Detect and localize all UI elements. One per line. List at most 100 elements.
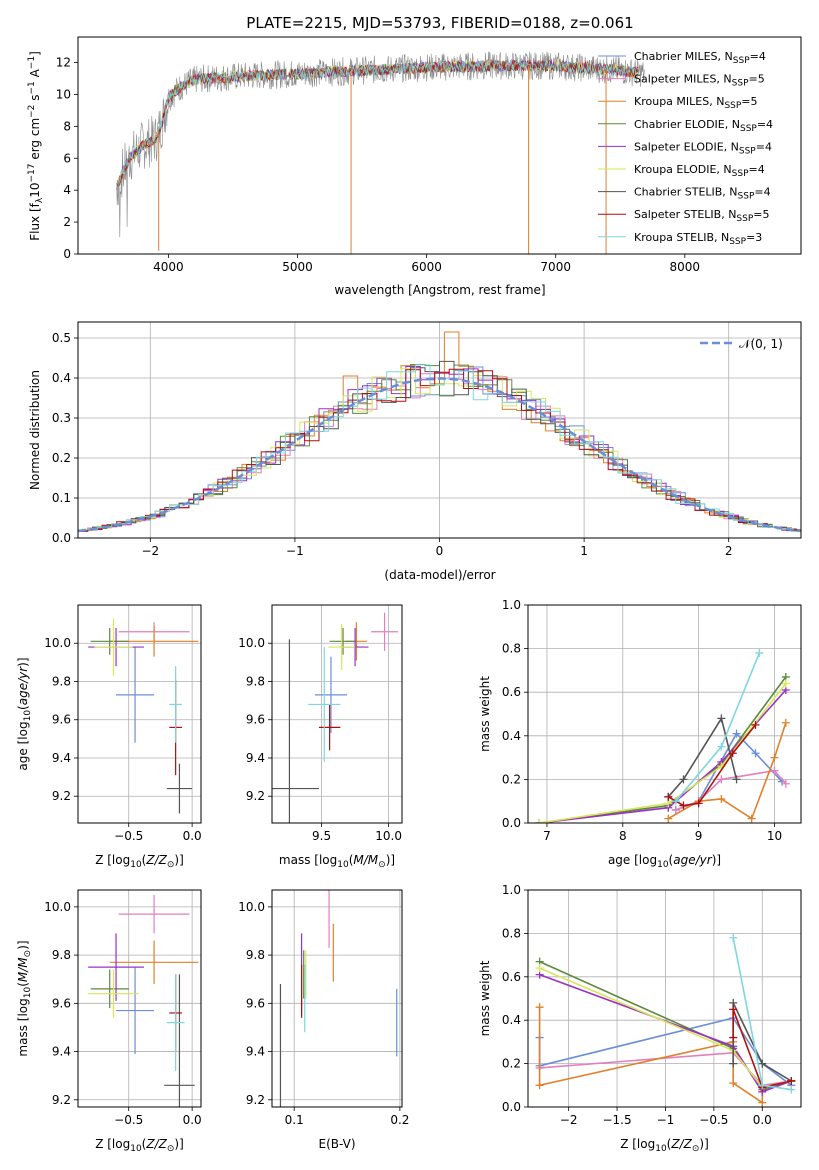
x-tick-label: −0.5 xyxy=(699,1113,728,1127)
data-point xyxy=(770,753,779,762)
normal-curve xyxy=(78,377,801,533)
legend-label-normal: 𝒩(0, 1) xyxy=(739,337,783,351)
x-axis-label: Z [log10(Z/Z⊙)] xyxy=(95,853,184,870)
errorbar-chabrier-elodie xyxy=(329,627,357,655)
legend-label-salpeter-stelib: Salpeter STELIB, NSSP=5 xyxy=(634,208,770,224)
y-axis-label: age [log10(age/yr)] xyxy=(16,657,33,770)
x-tick-label: −2 xyxy=(560,1113,578,1127)
y-tick-label: 4 xyxy=(63,183,71,197)
y-axis-label: mass [log10(M/M⊙)] xyxy=(16,940,33,1056)
x-tick-label: 7 xyxy=(543,829,551,843)
data-point xyxy=(770,766,779,775)
x-tick-label: 5000 xyxy=(282,260,313,274)
y-tick-label: 6 xyxy=(63,151,71,165)
errorbar-kroupa-miles xyxy=(109,940,199,985)
y-tick-label: 0.0 xyxy=(502,816,521,830)
x-tick-label: −2 xyxy=(141,544,159,558)
x-tick-label: 1 xyxy=(580,544,588,558)
data-point xyxy=(729,1033,738,1042)
y-tick-label: 0.3 xyxy=(52,411,71,425)
series-line xyxy=(732,1009,792,1089)
y-tick-label: 0 xyxy=(63,247,71,261)
data-point xyxy=(729,1005,738,1014)
data-point xyxy=(758,1081,767,1090)
y-tick-label: 12 xyxy=(56,56,71,70)
x-tick-label: 0 xyxy=(436,544,444,558)
errorbar-kroupa-stelib xyxy=(169,666,182,743)
y-tick-label: 10.0 xyxy=(44,900,71,914)
y-tick-label: 9.8 xyxy=(246,674,265,688)
y-tick-label: 9.2 xyxy=(52,1093,71,1107)
panel-mass-vs-ebv: 0.1 0.2 9.2 9.4 9.6 9.8 10.0 E(B-V) xyxy=(238,889,409,1151)
errorbar-chabrier-miles xyxy=(116,647,155,743)
data-point xyxy=(751,749,760,758)
series-line xyxy=(539,689,787,823)
y-tick-label: 2 xyxy=(63,215,71,229)
y-tick-label: 10.0 xyxy=(44,636,71,650)
data-point xyxy=(664,814,673,823)
x-tick-label: 0.0 xyxy=(183,1113,202,1127)
data-point xyxy=(664,792,673,801)
series-line xyxy=(667,716,738,798)
plot-area-mass-vs-ebv xyxy=(279,890,398,1107)
panel-age-vs-Z: −0.5 0.0 9.2 9.4 9.6 9.8 10.0 Z [log10(Z/Z⊙)] ag… xyxy=(16,604,202,870)
legend-label-salpeter-elodie: Salpeter ELODIE, NSSP=4 xyxy=(634,140,772,156)
data-point xyxy=(781,718,790,727)
errorbar-salpeter-elodie xyxy=(88,933,144,1001)
series-kroupa-stelib xyxy=(671,648,764,806)
x-tick-label: 9 xyxy=(695,829,703,843)
legend-label-chabrier-stelib: Chabrier STELIB, NSSP=4 xyxy=(634,186,771,202)
data-point xyxy=(535,1003,544,1012)
x-tick-label: 0.0 xyxy=(753,1113,772,1127)
data-point xyxy=(717,714,726,723)
y-tick-label: 0.4 xyxy=(502,1013,521,1027)
x-tick-label: 7000 xyxy=(540,260,571,274)
y-tick-label: 0.4 xyxy=(52,371,71,385)
plot-area-age-vs-mass xyxy=(272,612,398,823)
x-axis-label: mass [log10(M/M⊙)] xyxy=(279,853,395,870)
series-line xyxy=(667,722,787,820)
x-axis-label: wavelength [Angstrom, rest frame] xyxy=(334,283,545,297)
y-tick-label: 8 xyxy=(63,119,71,133)
panel-spectrum: 4000 5000 6000 7000 8000 0 2 4 6 8 10 12 Chabrier MI… xyxy=(27,36,802,297)
data-point xyxy=(671,797,680,806)
series-line xyxy=(538,1007,764,1105)
data-point xyxy=(758,1059,767,1068)
data-point xyxy=(729,933,738,942)
y-tick-label: 9.4 xyxy=(246,1045,265,1059)
errorbar-kroupa-elodie xyxy=(88,969,139,1018)
data-point xyxy=(717,795,726,804)
data-point xyxy=(729,1079,738,1088)
y-tick-label: 0.4 xyxy=(502,729,521,743)
data-point xyxy=(781,679,790,688)
axes-frame xyxy=(271,889,403,1108)
legend-label-kroupa-elodie: Kroupa ELODIE, NSSP=4 xyxy=(634,163,765,179)
x-axis-label: age [log10(age/yr)] xyxy=(608,853,721,870)
errorbar-chabrier-stelib xyxy=(272,639,319,823)
x-axis-label: (data-model)/error xyxy=(384,568,495,582)
plot-area-spectrum xyxy=(116,51,645,254)
data-point xyxy=(787,1085,796,1094)
y-tick-label: 0.2 xyxy=(502,772,521,786)
y-tick-label: 9.2 xyxy=(246,789,265,803)
x-tick-label: 0.0 xyxy=(183,829,202,843)
errorbar-chabrier-stelib xyxy=(166,763,193,814)
data-point xyxy=(728,749,737,758)
data-point xyxy=(717,742,726,751)
data-point xyxy=(732,729,741,738)
errorbar-chabrier-stelib xyxy=(164,974,195,1107)
y-tick-label: 0.8 xyxy=(502,642,521,656)
errorbar-kroupa-stelib xyxy=(308,647,341,762)
errorbar-kroupa-stelib xyxy=(166,974,185,1071)
legend-label-salpeter-miles: Salpeter MILES, NSSP=5 xyxy=(634,73,765,89)
y-tick-label: 0.2 xyxy=(502,1057,521,1071)
series-salpeter-stelib xyxy=(729,1005,796,1092)
y-tick-label: 10 xyxy=(56,87,71,101)
y-tick-label: 9.6 xyxy=(246,713,265,727)
panel-weight-vs-Z: −2 −1.5 −1 −0.5 0.0 0.0 0.2 0.4 0.6 0.8 1.0 Z [log1… xyxy=(478,883,802,1154)
legend-label-kroupa-stelib: Kroupa STELIB, NSSP=3 xyxy=(634,231,762,247)
errorbar-salpeter-miles xyxy=(371,612,398,651)
y-tick-label: 10.0 xyxy=(238,636,265,650)
plot-area-age-vs-Z xyxy=(88,618,199,814)
legend-label-chabrier-miles: Chabrier MILES, NSSP=4 xyxy=(634,50,766,66)
